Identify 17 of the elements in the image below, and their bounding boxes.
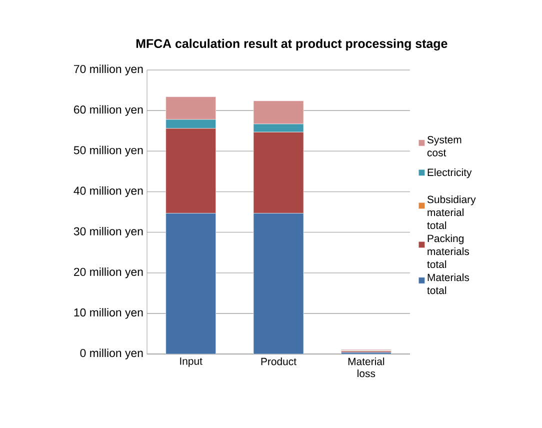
legend-label: Subsidiary material total xyxy=(427,195,476,230)
legend-label: Electricity xyxy=(428,168,472,178)
x-tick-label: Input xyxy=(180,358,202,367)
legend-label: Materials total xyxy=(427,273,470,294)
y-tick-label: 50 million yen xyxy=(74,146,143,156)
legend-label: Packing materials total xyxy=(427,234,470,268)
y-tick-label: 30 million yen xyxy=(74,226,143,238)
y-tick-label: 40 million yen xyxy=(74,186,143,198)
y-tick-label: 70 million yen xyxy=(74,64,143,76)
chart-title: MFCA calculation result at product processing stage xyxy=(136,38,448,51)
y-tick-label: 20 million yen xyxy=(74,268,143,278)
legend-label: System cost xyxy=(427,136,462,156)
x-tick-label: Material loss xyxy=(348,358,384,378)
x-tick-label: Product xyxy=(261,358,296,366)
y-tick-label: 60 million yen xyxy=(74,105,143,116)
y-tick-label: 0 million yen xyxy=(80,348,143,360)
y-tick-label: 10 million yen xyxy=(74,308,143,319)
